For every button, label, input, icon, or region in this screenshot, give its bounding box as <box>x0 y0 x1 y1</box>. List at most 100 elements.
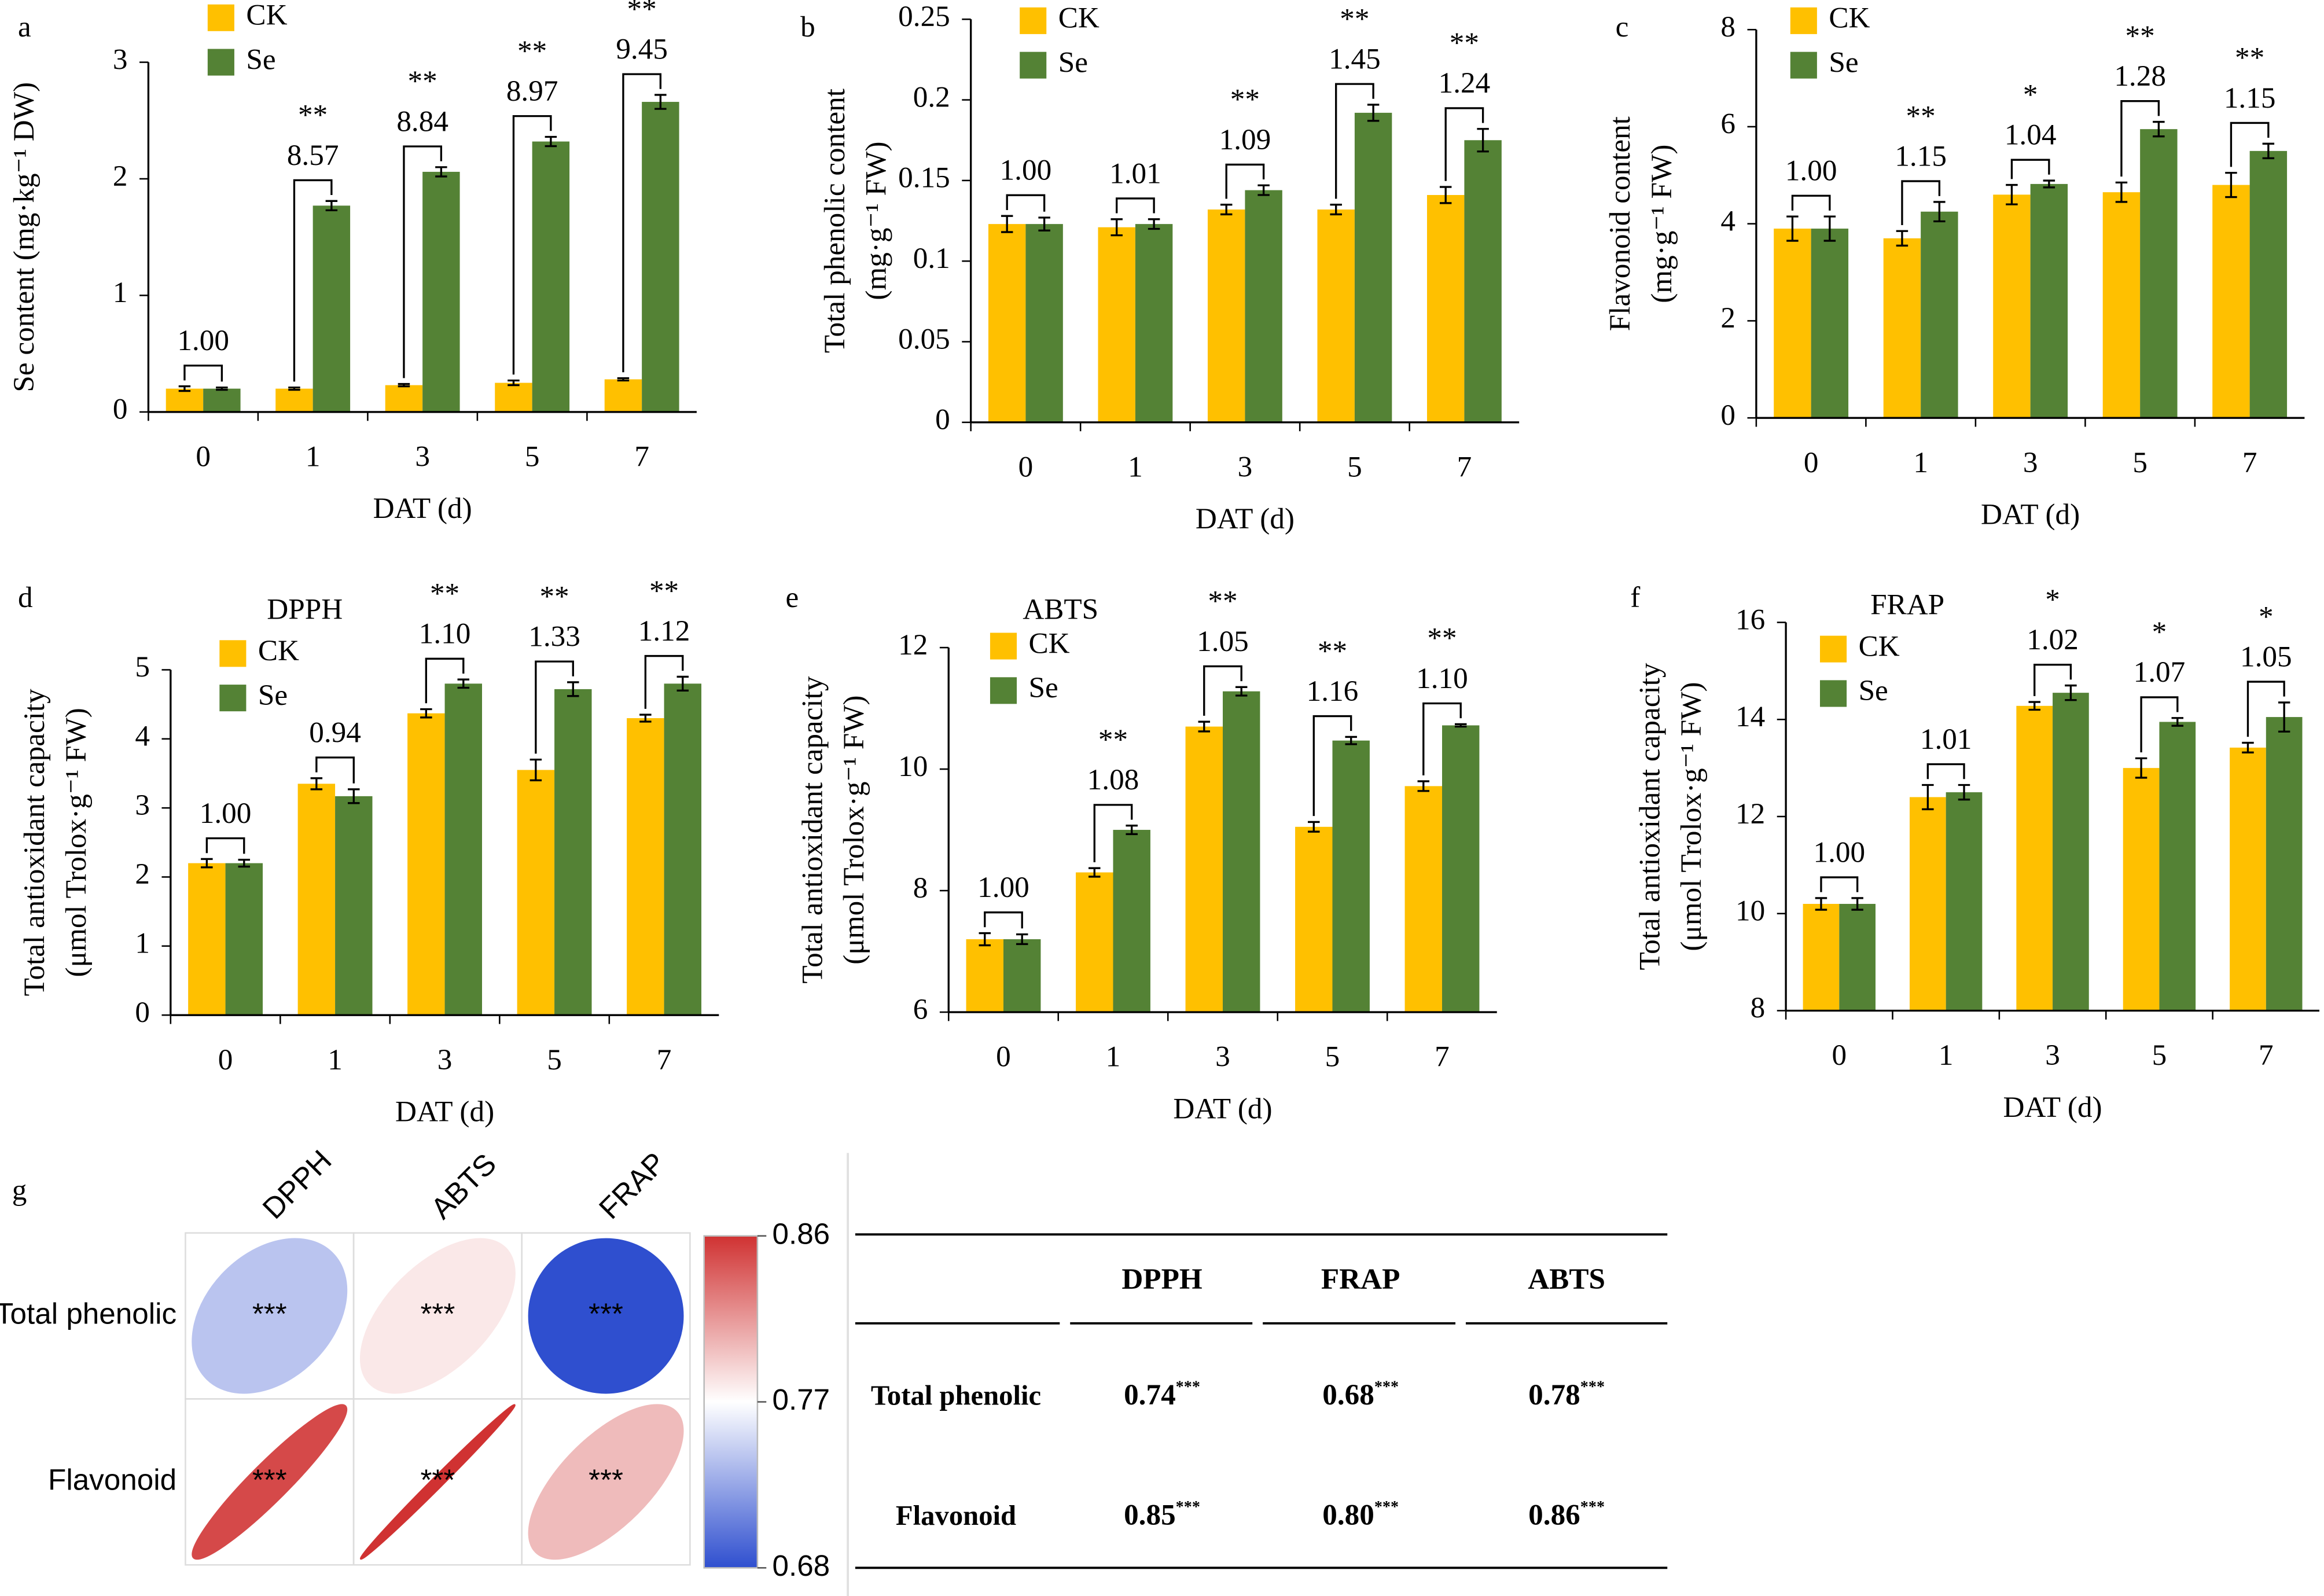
legend-label: Se <box>1029 671 1058 704</box>
bar <box>2016 705 2053 1011</box>
legend-label: Se <box>1829 46 1858 79</box>
bar <box>1207 209 1245 422</box>
legend-label: CK <box>1829 2 1870 35</box>
x-tick-label: 7 <box>2242 446 2257 479</box>
panel-letter: e <box>786 581 799 614</box>
legend-swatch <box>1020 52 1047 79</box>
cell-significance: *** <box>1176 1378 1200 1396</box>
bracket <box>183 365 223 382</box>
cell-significance: *** <box>1176 1498 1200 1516</box>
bar <box>1404 786 1442 1013</box>
legend-swatch <box>1790 52 1817 79</box>
error-bar <box>2278 701 2290 733</box>
bracket <box>644 654 684 709</box>
error-bar <box>288 386 300 391</box>
correlation-ellipse <box>192 1404 348 1560</box>
legend-swatch <box>1020 7 1047 34</box>
bar <box>312 205 351 412</box>
ratio-label: 1.28 <box>2114 60 2166 93</box>
x-axis-label: DAT (d) <box>2003 1091 2102 1124</box>
y-axis-label: Total antioxidant capacity <box>1633 663 1666 970</box>
ratio-label: 9.45 <box>616 32 668 65</box>
bar <box>1811 229 1849 418</box>
bracket <box>1335 83 1374 199</box>
x-tick-label: 0 <box>218 1043 233 1076</box>
ratio-label: 8.84 <box>396 105 448 138</box>
y-tick-label: 10 <box>898 750 928 783</box>
bar <box>2102 192 2141 418</box>
significance: * <box>2045 583 2060 616</box>
y-axis-label: (μmol Trolox·g⁻¹ FW) <box>60 708 93 977</box>
y-tick-label: 2 <box>1720 301 1735 334</box>
bar <box>604 379 642 412</box>
error-bar <box>2242 741 2254 753</box>
bar <box>1883 238 1921 418</box>
significance: ** <box>2126 20 2155 53</box>
error-bar <box>420 708 432 719</box>
x-tick-label: 7 <box>2259 1039 2274 1072</box>
y-axis-label: Total antioxidant capacity <box>796 676 829 983</box>
error-bar <box>1367 104 1380 122</box>
correlation-ellipse <box>528 1238 684 1394</box>
bar <box>1222 691 1260 1013</box>
significance: *** <box>252 1463 287 1496</box>
x-tick-label: 3 <box>437 1043 453 1076</box>
row-label: Total phenolic <box>871 1381 1041 1413</box>
table-header: ABTS <box>1528 1263 1605 1296</box>
y-axis-label: (μmol Trolox·g⁻¹ FW) <box>1675 682 1708 951</box>
bar <box>2212 185 2250 418</box>
bar <box>2123 768 2160 1011</box>
bar <box>1317 209 1355 422</box>
y-axis-label: Flavonoid content <box>1604 116 1637 331</box>
significance: *** <box>421 1297 455 1330</box>
legend-label: Se <box>246 43 275 76</box>
x-tick-label: 3 <box>2045 1039 2060 1072</box>
legend-label: CK <box>1058 2 1100 35</box>
significance: ** <box>517 35 547 68</box>
y-axis-label: Total antioxidant capacity <box>18 689 51 996</box>
column-label: FRAP <box>593 1146 672 1225</box>
x-tick-label: 5 <box>1325 1040 1340 1073</box>
ratio-label: 1.00 <box>1000 154 1052 187</box>
y-tick-label: 0 <box>1720 399 1735 432</box>
legend-swatch <box>1820 680 1847 707</box>
table-header: DPPH <box>1121 1263 1202 1296</box>
y-tick-label: 12 <box>898 628 928 661</box>
significance: * <box>2023 78 2038 111</box>
bar <box>297 784 336 1016</box>
bar <box>422 171 460 412</box>
ratio-label: 1.10 <box>419 617 471 650</box>
y-tick-label: 0.05 <box>898 322 950 355</box>
ratio-label: 1.01 <box>1109 157 1161 190</box>
y-tick-label: 8 <box>1751 991 1766 1024</box>
bar <box>1909 797 1946 1011</box>
ratio-label: 1.00 <box>177 324 229 357</box>
x-tick-label: 0 <box>1832 1039 1847 1072</box>
bar <box>1003 939 1041 1013</box>
error-bar <box>529 758 542 782</box>
x-tick-label: 7 <box>1435 1040 1450 1073</box>
error-bar <box>1038 216 1050 231</box>
legend-label: CK <box>258 634 299 667</box>
significance: ** <box>1427 622 1457 655</box>
bracket <box>984 911 1023 929</box>
bar <box>1464 140 1502 422</box>
error-bar <box>545 135 557 148</box>
error-bar <box>2115 181 2128 203</box>
table-header: FRAP <box>1321 1263 1400 1296</box>
y-tick-label: 12 <box>1735 797 1765 830</box>
bar <box>1076 872 1113 1013</box>
bracket <box>1444 107 1484 181</box>
bracket <box>1203 665 1242 716</box>
bar <box>1803 903 1840 1011</box>
bracket <box>403 145 443 378</box>
significance: ** <box>1340 2 1369 35</box>
ratio-label: 1.15 <box>1895 139 1947 172</box>
error-bar <box>1477 128 1489 153</box>
bar <box>517 770 555 1016</box>
significance: * <box>2259 600 2274 633</box>
error-bar <box>1330 204 1342 216</box>
bracket <box>205 837 245 854</box>
x-tick-label: 1 <box>1913 446 1928 479</box>
y-tick-label: 14 <box>1735 700 1765 733</box>
